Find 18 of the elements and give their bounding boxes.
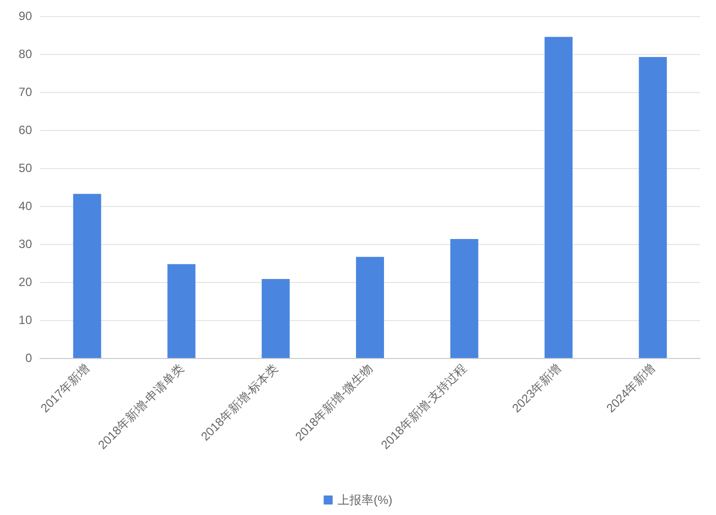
bar: [356, 256, 384, 358]
y-tick-label: 50: [18, 161, 32, 175]
y-tick-label: 10: [18, 313, 32, 327]
y-tick-label: 0: [25, 351, 32, 365]
y-tick-label: 90: [18, 9, 32, 23]
bar: [638, 57, 667, 358]
y-tick-label: 20: [18, 275, 32, 289]
y-tick-label: 40: [18, 199, 32, 213]
y-tick-label: 60: [18, 123, 32, 137]
y-tick-label: 30: [18, 237, 32, 251]
y-tick-label: 70: [18, 85, 32, 99]
bar: [167, 264, 196, 358]
bar: [262, 278, 290, 358]
legend-label: 上报率(%): [338, 493, 392, 507]
bar: [544, 36, 573, 358]
bar: [450, 239, 478, 358]
y-tick-label: 80: [18, 47, 32, 61]
bar: [73, 194, 102, 358]
